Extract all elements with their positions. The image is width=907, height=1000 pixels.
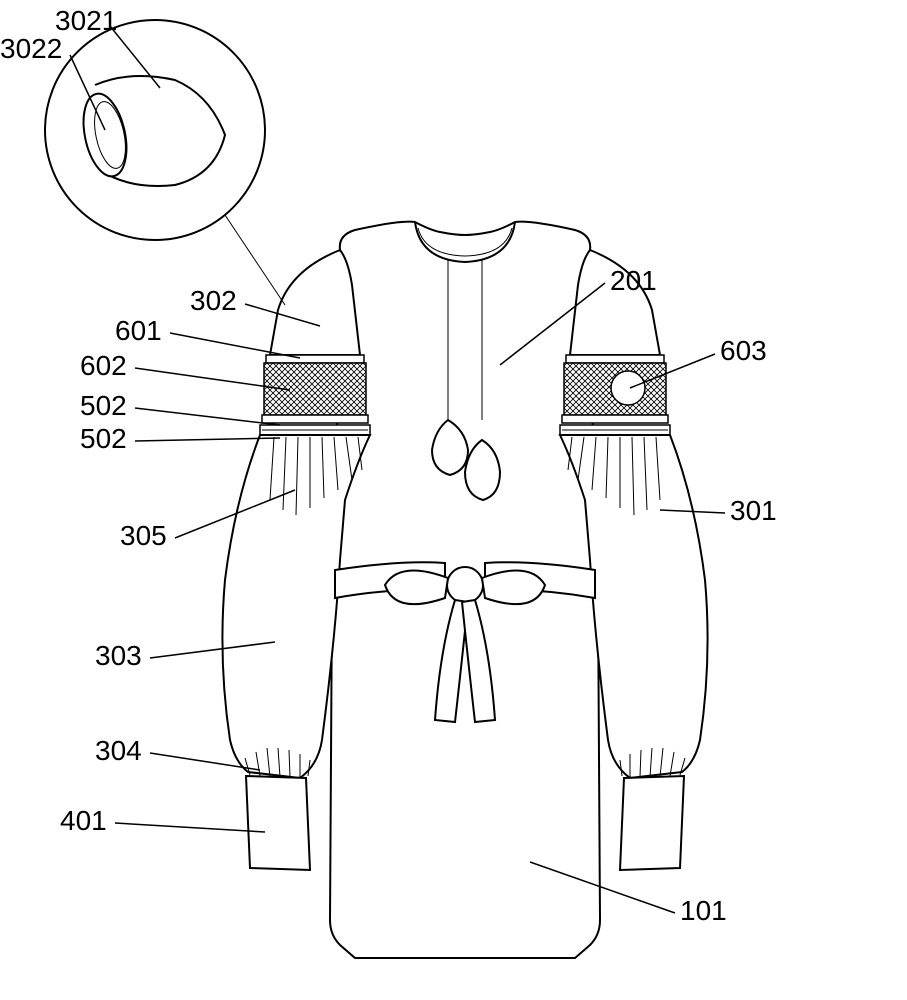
label-401: 401 (60, 805, 107, 836)
label-303: 303 (95, 640, 142, 671)
right-cuff (620, 776, 684, 870)
label-302: 302 (190, 285, 237, 316)
left-arm-band (260, 355, 370, 435)
label-603: 603 (720, 335, 767, 366)
label-3021: 3021 (55, 5, 117, 36)
lead-line-401 (115, 823, 265, 832)
label-304: 304 (95, 735, 142, 766)
lead-line-502a (135, 408, 280, 425)
label-602: 602 (80, 350, 127, 381)
label-601: 601 (115, 315, 162, 346)
band-circle (611, 371, 645, 405)
label-502a: 502 (80, 390, 127, 421)
right-arm-band (560, 355, 670, 435)
label-502b: 502 (80, 423, 127, 454)
label-305: 305 (120, 520, 167, 551)
label-301: 301 (730, 495, 777, 526)
patent-diagram: 30213022 302 601 602 502502 305 303 304 401 201 60… (0, 0, 907, 1000)
label-101: 101 (680, 895, 727, 926)
label-201: 201 (610, 265, 657, 296)
left-cuff (246, 776, 310, 870)
label-3022: 3022 (0, 33, 62, 64)
